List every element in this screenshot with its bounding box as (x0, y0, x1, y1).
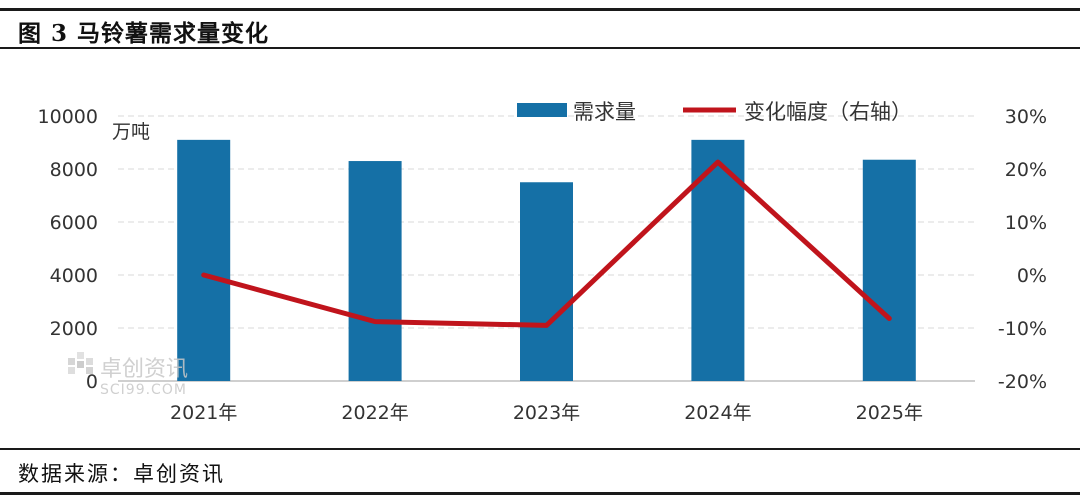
x-tick-label: 2024年 (684, 402, 751, 424)
left-tick-label: 6000 (50, 212, 98, 234)
left-tick-label: 8000 (50, 159, 98, 181)
x-axis-ticks: 2021年 2022年 2023年 2024年 2025年 (170, 402, 923, 424)
right-axis-ticks: -20% -10% 0% 10% 20% 30% (998, 106, 1047, 393)
bar-2 (348, 161, 402, 381)
legend: 需求量 变化幅度（右轴） (517, 100, 912, 124)
right-tick-label: 20% (1005, 159, 1047, 181)
x-tick-label: 2021年 (170, 402, 237, 424)
watermark-logo-icon (68, 352, 93, 374)
source-rule (0, 448, 1080, 450)
legend-label-change: 变化幅度（右轴） (744, 100, 912, 124)
x-tick-label: 2022年 (341, 402, 408, 424)
gridlines (118, 115, 975, 329)
left-tick-label: 2000 (50, 318, 98, 340)
bar-3 (520, 182, 573, 381)
watermark-brand: 卓创资讯 (100, 357, 188, 382)
legend-swatch-demand (517, 103, 567, 117)
top-rule (0, 8, 1080, 11)
legend-label-demand: 需求量 (573, 100, 636, 124)
watermark: 卓创资讯 SCI99.COM (68, 352, 188, 398)
left-axis-unit: 万吨 (112, 121, 150, 143)
bar-series (177, 139, 916, 381)
data-source: 数据来源：卓创资讯 (18, 462, 225, 486)
watermark-site: SCI99.COM (100, 382, 187, 398)
bar-1 (177, 139, 231, 381)
right-tick-label: 30% (1005, 106, 1047, 128)
right-tick-label: -20% (998, 371, 1047, 393)
left-tick-label: 10000 (38, 106, 98, 128)
change-line (201, 159, 892, 328)
bottom-rule (0, 492, 1080, 495)
bar-5 (862, 159, 916, 381)
left-tick-label: 4000 (50, 265, 98, 287)
x-tick-label: 2025年 (856, 402, 923, 424)
line-series (201, 159, 892, 328)
right-tick-label: 0% (1017, 265, 1047, 287)
right-tick-label: -10% (998, 318, 1047, 340)
right-tick-label: 10% (1005, 212, 1047, 234)
x-tick-label: 2023年 (513, 402, 580, 424)
figure-title: 图 3 马铃薯需求量变化 (18, 20, 270, 47)
title-rule (0, 47, 1080, 49)
left-tick-label: 0 (86, 371, 98, 393)
left-axis-ticks: 0 2000 4000 6000 8000 10000 (38, 106, 98, 393)
